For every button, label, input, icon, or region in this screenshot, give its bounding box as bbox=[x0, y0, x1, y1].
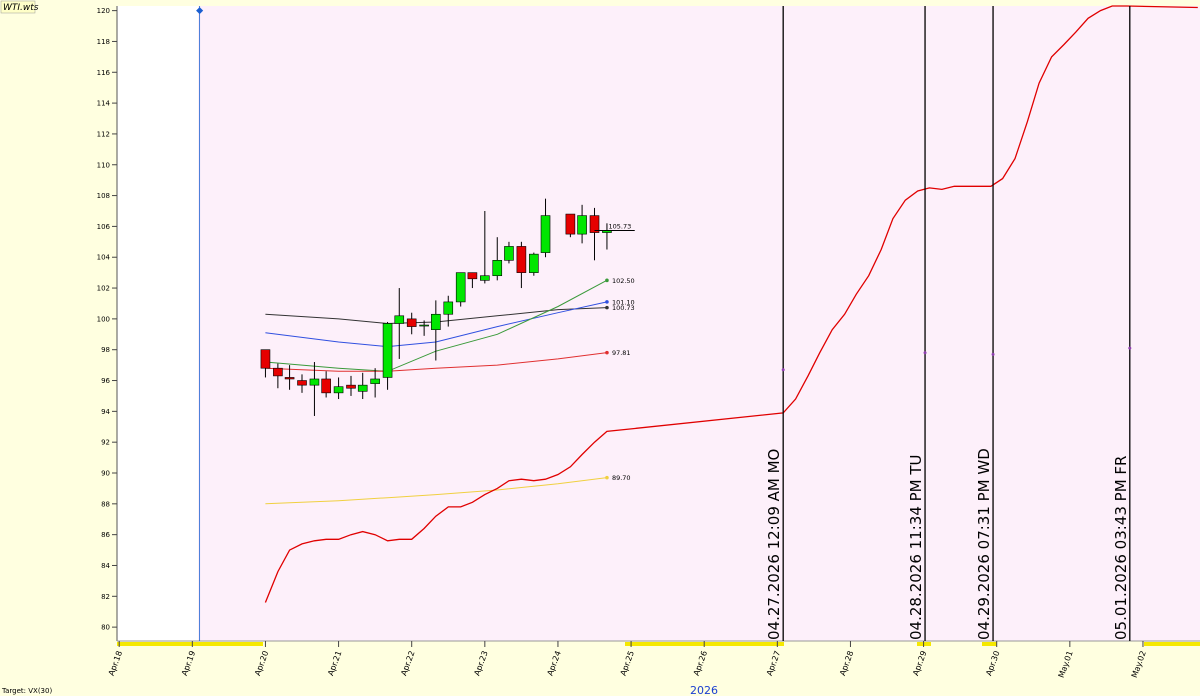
y-tick-label: 102 bbox=[97, 285, 110, 293]
ma-end-dot bbox=[605, 305, 609, 310]
candle-body bbox=[455, 272, 466, 303]
candle-body bbox=[382, 323, 393, 378]
event-marker bbox=[991, 352, 995, 356]
y-tick-label: 100 bbox=[97, 315, 110, 323]
session-bar bbox=[117, 642, 263, 646]
y-tick-label: 90 bbox=[101, 470, 110, 478]
ma-end-dot bbox=[605, 475, 609, 480]
ma-end-label: 100.73 bbox=[612, 304, 635, 312]
candle-body bbox=[577, 215, 587, 235]
source-label: WTI.wts bbox=[3, 3, 39, 13]
y-tick-label: 110 bbox=[97, 161, 110, 169]
candle-body bbox=[540, 215, 551, 253]
ma-end-label: 97.81 bbox=[612, 349, 631, 357]
event-label: 05.01.2026 03:43 PM FR bbox=[1112, 456, 1130, 640]
candle-body bbox=[357, 384, 368, 392]
candle-body bbox=[589, 215, 600, 233]
candle-body bbox=[309, 378, 320, 386]
y-tick-label: 80 bbox=[101, 624, 110, 632]
candle-body bbox=[273, 367, 283, 377]
event-marker bbox=[781, 368, 785, 372]
candle-body bbox=[467, 272, 478, 280]
y-tick-label: 118 bbox=[97, 38, 110, 46]
candle-body bbox=[504, 246, 514, 261]
y-tick-label: 114 bbox=[97, 100, 111, 108]
y-tick-label: 104 bbox=[97, 254, 111, 262]
plot-area-left bbox=[117, 6, 198, 641]
candle-body bbox=[370, 378, 380, 384]
candle-body bbox=[346, 384, 356, 389]
y-tick-label: 120 bbox=[97, 7, 110, 15]
candle-body bbox=[297, 380, 307, 386]
ma-end-dot bbox=[605, 278, 609, 283]
y-tick-label: 98 bbox=[101, 346, 110, 354]
candle-body bbox=[492, 260, 503, 277]
ma-line bbox=[265, 352, 607, 372]
ma-end-label: 101.10 bbox=[612, 298, 635, 306]
y-tick-label: 92 bbox=[101, 439, 110, 447]
candle-body bbox=[394, 315, 405, 324]
last-price-label: 105.73 bbox=[609, 223, 632, 231]
candle-body bbox=[565, 213, 576, 235]
candle-body bbox=[480, 275, 490, 281]
y-tick-label: 96 bbox=[101, 377, 110, 385]
candle-body bbox=[333, 386, 344, 394]
y-tick-label: 82 bbox=[101, 593, 110, 601]
event-label: 04.27.2026 12:09 AM MO bbox=[765, 449, 783, 640]
y-tick-label: 106 bbox=[97, 223, 111, 231]
source-box bbox=[0, 0, 36, 14]
plot-area bbox=[117, 6, 1200, 641]
ma-end-dot bbox=[605, 300, 609, 304]
ma-end-label: 89.70 bbox=[612, 474, 631, 482]
session-bar bbox=[1144, 642, 1200, 646]
y-tick-label: 84 bbox=[101, 562, 110, 570]
candle-body bbox=[431, 313, 441, 330]
y-tick-label: 112 bbox=[97, 130, 110, 138]
event-marker bbox=[923, 351, 927, 355]
target-label: Target: VX(30) bbox=[1, 687, 52, 695]
y-tick-label: 108 bbox=[97, 192, 110, 200]
y-tick-label: 88 bbox=[101, 500, 110, 508]
ma-end-label: 102.50 bbox=[612, 277, 635, 285]
event-label: 04.29.2026 07:31 PM WD bbox=[975, 448, 993, 640]
cursor-marker bbox=[196, 7, 204, 15]
candle-body bbox=[260, 349, 271, 369]
ma-end-dot bbox=[605, 350, 609, 355]
y-tick-label: 94 bbox=[101, 408, 110, 416]
y-tick-label: 86 bbox=[101, 531, 110, 539]
y-tick-label: 116 bbox=[97, 69, 111, 77]
year-label: 2026 bbox=[690, 684, 718, 696]
candle-body bbox=[406, 318, 417, 327]
candle-body bbox=[516, 246, 527, 273]
candle-body bbox=[419, 324, 429, 327]
session-bar bbox=[982, 642, 997, 646]
event-label: 04.28.2026 11:34 PM TU bbox=[907, 454, 925, 640]
candle-body bbox=[529, 253, 539, 273]
event-marker bbox=[1128, 346, 1132, 350]
ma-line bbox=[265, 477, 607, 505]
candle-body bbox=[443, 301, 454, 315]
candle-body bbox=[284, 377, 295, 380]
candle-body bbox=[321, 378, 331, 394]
